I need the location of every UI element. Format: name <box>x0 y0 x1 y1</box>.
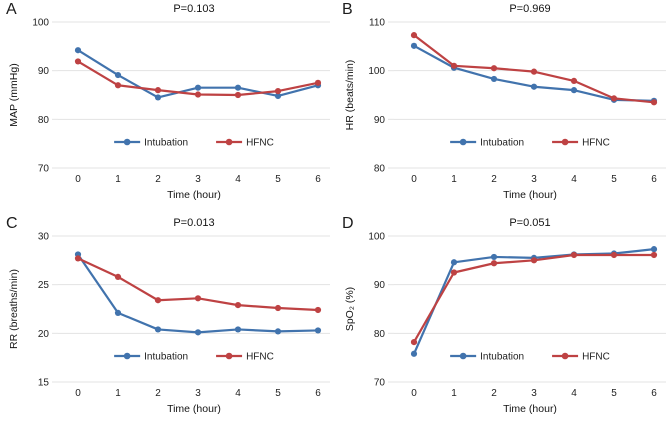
svg-text:HFNC: HFNC <box>246 352 274 363</box>
svg-text:1: 1 <box>451 174 457 185</box>
svg-text:1: 1 <box>451 388 457 399</box>
svg-text:1: 1 <box>115 174 121 185</box>
svg-text:Intubation: Intubation <box>144 138 188 149</box>
svg-text:30: 30 <box>38 232 50 243</box>
svg-text:4: 4 <box>571 174 577 185</box>
svg-text:4: 4 <box>235 174 241 185</box>
panel-b-chart-canvas: 80 90 100 110 0 1 2 3 4 5 6 Intubation HFNC <box>368 18 666 185</box>
svg-text:0: 0 <box>75 388 81 399</box>
svg-text:2: 2 <box>491 174 497 185</box>
svg-text:100: 100 <box>368 66 385 77</box>
svg-text:5: 5 <box>275 174 281 185</box>
legend: Intubation HFNC <box>114 138 274 149</box>
legend: Intubation HFNC <box>450 352 610 363</box>
panel-a-chart-canvas: 70 80 90 100 0 1 2 3 4 5 6 Intubation HFNC <box>32 18 330 185</box>
svg-text:80: 80 <box>374 329 386 340</box>
svg-text:90: 90 <box>374 280 386 291</box>
panel-c-x-axis-label: Time (hour) <box>167 403 221 415</box>
svg-text:5: 5 <box>611 388 617 399</box>
svg-text:3: 3 <box>531 388 537 399</box>
svg-text:2: 2 <box>155 174 161 185</box>
legend: Intubation HFNC <box>114 352 274 363</box>
panel-c-chart-canvas: 15 20 25 30 0 1 2 3 4 5 6 Intubation HFNC <box>38 232 330 399</box>
svg-text:HFNC: HFNC <box>246 138 274 149</box>
panel-c-rr: C P=0.013 RR (breaths/min) Time (hour) 1… <box>0 214 336 428</box>
svg-text:90: 90 <box>38 66 50 77</box>
svg-text:70: 70 <box>374 378 386 389</box>
svg-text:6: 6 <box>315 388 321 399</box>
svg-text:3: 3 <box>531 174 537 185</box>
svg-text:110: 110 <box>369 18 385 29</box>
panel-a-x-axis-label: Time (hour) <box>167 189 221 201</box>
svg-text:2: 2 <box>491 388 497 399</box>
svg-text:90: 90 <box>374 115 386 126</box>
panel-a-map: A P=0.103 MAP (mmHg) Time (hour) 70 80 90 1… <box>0 0 336 214</box>
panel-b-x-axis-label: Time (hour) <box>503 189 557 201</box>
svg-text:Intubation: Intubation <box>144 352 188 363</box>
svg-text:3: 3 <box>195 388 201 399</box>
svg-text:5: 5 <box>275 388 281 399</box>
panel-letter-c: C <box>6 215 18 232</box>
svg-text:100: 100 <box>32 18 49 29</box>
panel-letter-d: D <box>342 215 354 232</box>
svg-text:Intubation: Intubation <box>480 138 524 149</box>
panel-letter-a: A <box>6 1 17 18</box>
panel-b-pvalue-title: P=0.969 <box>509 3 551 15</box>
svg-text:0: 0 <box>75 174 81 185</box>
panel-d-x-axis-label: Time (hour) <box>503 403 557 415</box>
svg-text:100: 100 <box>368 232 385 243</box>
svg-text:0: 0 <box>411 388 417 399</box>
svg-text:80: 80 <box>374 164 386 175</box>
svg-text:15: 15 <box>38 378 50 389</box>
svg-text:1: 1 <box>115 388 121 399</box>
panel-letter-b: B <box>342 1 353 18</box>
svg-text:6: 6 <box>651 388 657 399</box>
panel-d-pvalue-title: P=0.051 <box>509 217 551 229</box>
panel-d-spo2: D P=0.051 SpO₂ (%) Time (hour) 70 80 90 100… <box>336 214 672 428</box>
svg-text:5: 5 <box>611 174 617 185</box>
svg-text:6: 6 <box>315 174 321 185</box>
svg-text:2: 2 <box>155 388 161 399</box>
svg-text:4: 4 <box>235 388 241 399</box>
panel-c-pvalue-title: P=0.013 <box>173 217 215 229</box>
svg-text:Intubation: Intubation <box>480 352 524 363</box>
panel-d-chart-canvas: 70 80 90 100 0 1 2 3 4 5 6 Intubation HFNC <box>368 232 666 399</box>
svg-text:70: 70 <box>38 164 50 175</box>
svg-text:HFNC: HFNC <box>582 352 610 363</box>
svg-text:0: 0 <box>411 174 417 185</box>
svg-text:3: 3 <box>195 174 201 185</box>
svg-text:25: 25 <box>38 280 50 291</box>
svg-text:80: 80 <box>38 115 50 126</box>
panel-b-hr: B P=0.969 HR (beats/min) Time (hour) 80 9… <box>336 0 672 214</box>
panel-a-pvalue-title: P=0.103 <box>173 3 215 15</box>
svg-text:4: 4 <box>571 388 577 399</box>
svg-text:6: 6 <box>651 174 657 185</box>
svg-text:HFNC: HFNC <box>582 138 610 149</box>
svg-text:20: 20 <box>38 329 50 340</box>
legend: Intubation HFNC <box>450 138 610 149</box>
